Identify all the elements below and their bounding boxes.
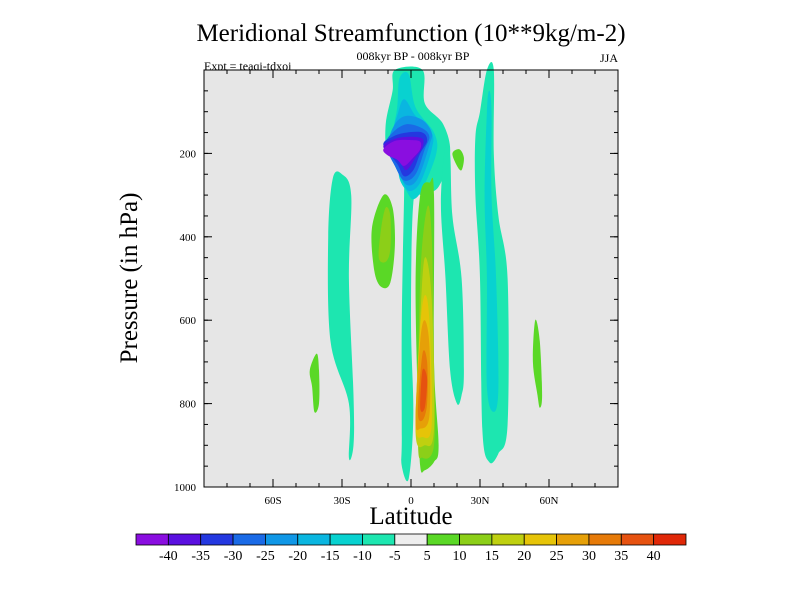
contour-region-tropical-negative-outer [385, 66, 451, 482]
contour-region-north-tropical-negative [440, 140, 464, 405]
colorbar-label: 30 [582, 549, 596, 564]
colorbar-label: 35 [614, 549, 628, 564]
contour-region-tropical-positive-belt-35 [420, 368, 428, 412]
contour-regions [309, 61, 543, 482]
colorbar-box [362, 533, 396, 546]
y-tick-label: 800 [180, 399, 197, 411]
x-tick-label: 30S [333, 495, 350, 507]
colorbar-boxes [135, 533, 687, 546]
x-tick-label: 60S [264, 495, 281, 507]
contour-region-south-highlat-positive [309, 353, 320, 413]
chart-subtitle: 008kyr BP - 008kyr BP [357, 49, 470, 63]
colorbar-labels: -40 -35 -30 -25 -20 -15 -10 -5 5 10 15 20 25 30 35 40 [159, 549, 661, 564]
y-axis-label: Pressure (in hPa) [116, 193, 143, 364]
colorbar-box [523, 533, 557, 546]
y-tick-label: 1000 [174, 482, 197, 494]
contour-region-south-midlat-negative [327, 171, 355, 461]
y-tick-label: 400 [180, 232, 197, 244]
x-tick-label: 0 [408, 495, 414, 507]
colorbar-label: 10 [453, 549, 467, 564]
colorbar-label: -25 [256, 549, 275, 564]
contour-region-north-upper-positive [452, 149, 464, 171]
contour-region-tropical-negative-core-40 [383, 139, 422, 166]
tick-labels: 60S 30S 0 30N 60N 200 400 600 800 1000 [174, 148, 559, 507]
colorbar-label: -10 [353, 549, 372, 564]
colorbar-box [135, 533, 169, 546]
x-tick-label: 60N [540, 495, 559, 507]
colorbar: -40 -35 -30 -25 -20 -15 -10 -5 5 10 15 20 25 30 35 40 [135, 533, 687, 564]
contour-region-north-midlat-positive [532, 319, 543, 408]
season-label: JJA [600, 51, 618, 65]
colorbar-box [232, 533, 266, 546]
colorbar-box [167, 533, 202, 546]
plot-frame [203, 69, 619, 488]
chart-title: Meridional Streamfunction (10**9kg/m-2) [196, 20, 625, 47]
y-tick-label: 600 [180, 315, 197, 327]
colorbar-box [620, 533, 655, 546]
plot-area: 60S 30S 0 30N 60N 200 400 600 800 1000 [174, 61, 619, 507]
axis-ticks [204, 70, 618, 488]
x-tick-label: 30N [471, 495, 490, 507]
colorbar-box [394, 533, 428, 546]
colorbar-box [588, 533, 622, 546]
colorbar-box [653, 533, 687, 546]
colorbar-box [459, 533, 493, 546]
colorbar-label: 25 [550, 549, 564, 564]
colorbar-label: -30 [224, 549, 243, 564]
colorbar-box [265, 533, 299, 546]
colorbar-label: -20 [288, 549, 307, 564]
colorbar-label: 5 [424, 549, 431, 564]
x-axis-label: Latitude [369, 503, 452, 530]
colorbar-box [491, 533, 525, 546]
colorbar-box [200, 533, 234, 546]
colorbar-label: -35 [191, 549, 210, 564]
y-tick-label: 200 [180, 148, 197, 160]
colorbar-box [426, 533, 460, 546]
colorbar-box [556, 533, 590, 546]
colorbar-label: 15 [485, 549, 499, 564]
contour-region-south-subtropic-positive-10 [378, 206, 391, 263]
colorbar-label: -15 [321, 549, 340, 564]
colorbar-label: -5 [389, 549, 401, 564]
colorbar-box [297, 533, 331, 546]
contour-region-north-subtropic-negative-10 [484, 90, 499, 412]
colorbar-box [329, 533, 363, 546]
colorbar-label: 20 [517, 549, 531, 564]
colorbar-label: -40 [159, 549, 178, 564]
colorbar-label: 40 [647, 549, 661, 564]
